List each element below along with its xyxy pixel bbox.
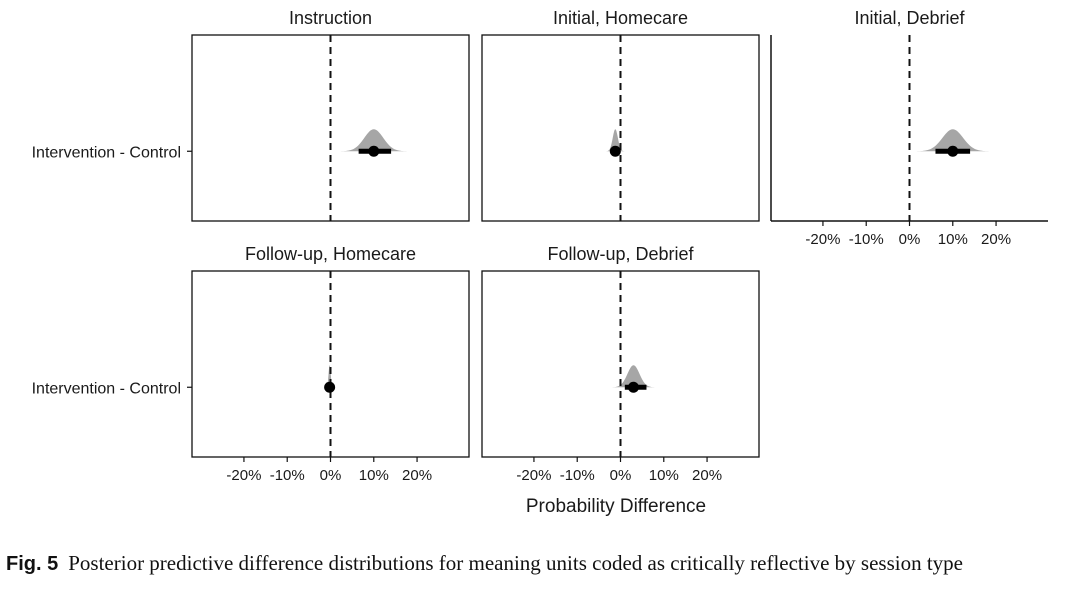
panel-5: Follow-up, Debrief -20% -10% 0% 10% 20% [481, 244, 760, 484]
x-tick-label: 10% [938, 231, 968, 248]
median-point [947, 145, 959, 157]
median-point [627, 381, 639, 393]
density-shape [916, 129, 990, 152]
x-tick-label: 0% [899, 231, 921, 248]
panel-2: Initial, Homecare [481, 8, 760, 222]
caption-label: Fig. 5 [6, 553, 59, 575]
panel-3: Initial, Debrief -20% -10% 0% 10% 20% [770, 8, 1048, 248]
panel-title: Follow-up, Homecare [245, 244, 416, 264]
x-tick-label: 20% [981, 231, 1011, 248]
x-tick-label: -10% [849, 231, 884, 248]
density-shape [340, 129, 408, 152]
panel-title: Follow-up, Debrief [547, 244, 694, 264]
x-tick-label: 20% [402, 467, 432, 484]
panel-title: Initial, Homecare [553, 8, 688, 28]
x-tick-label: -10% [270, 467, 305, 484]
x-axis-title: Probability Difference [526, 496, 706, 517]
density-shape [612, 365, 655, 388]
panel-4: Follow-up, Homecare Intervention - Contro… [32, 244, 470, 484]
median-point [609, 145, 621, 157]
density-shape [325, 365, 334, 388]
y-tick-label: Intervention - Control [32, 144, 181, 161]
median-point [324, 381, 336, 393]
y-tick-label: Intervention - Control [32, 380, 181, 397]
x-tick-label: 10% [359, 467, 389, 484]
panel-title: Instruction [289, 8, 372, 28]
caption-text: Posterior predictive difference distribu… [68, 551, 964, 575]
panel-title: Initial, Debrief [854, 8, 965, 28]
figure-caption: Fig. 5 Posterior predictive difference di… [6, 550, 1062, 577]
x-tick-label: -10% [560, 467, 595, 484]
median-point [368, 145, 380, 157]
x-tick-label: 10% [649, 467, 679, 484]
x-tick-label: 20% [692, 467, 722, 484]
x-tick-label: -20% [805, 231, 840, 248]
x-tick-label: 0% [610, 467, 632, 484]
density-shape [606, 129, 625, 152]
x-tick-label: 0% [320, 467, 342, 484]
x-tick-label: -20% [226, 467, 261, 484]
x-tick-label: -20% [516, 467, 551, 484]
panel-1: Instruction Intervention - Control [32, 8, 470, 222]
figure-faceted-chart: Probability Difference Instruction Interv… [32, 8, 1048, 517]
